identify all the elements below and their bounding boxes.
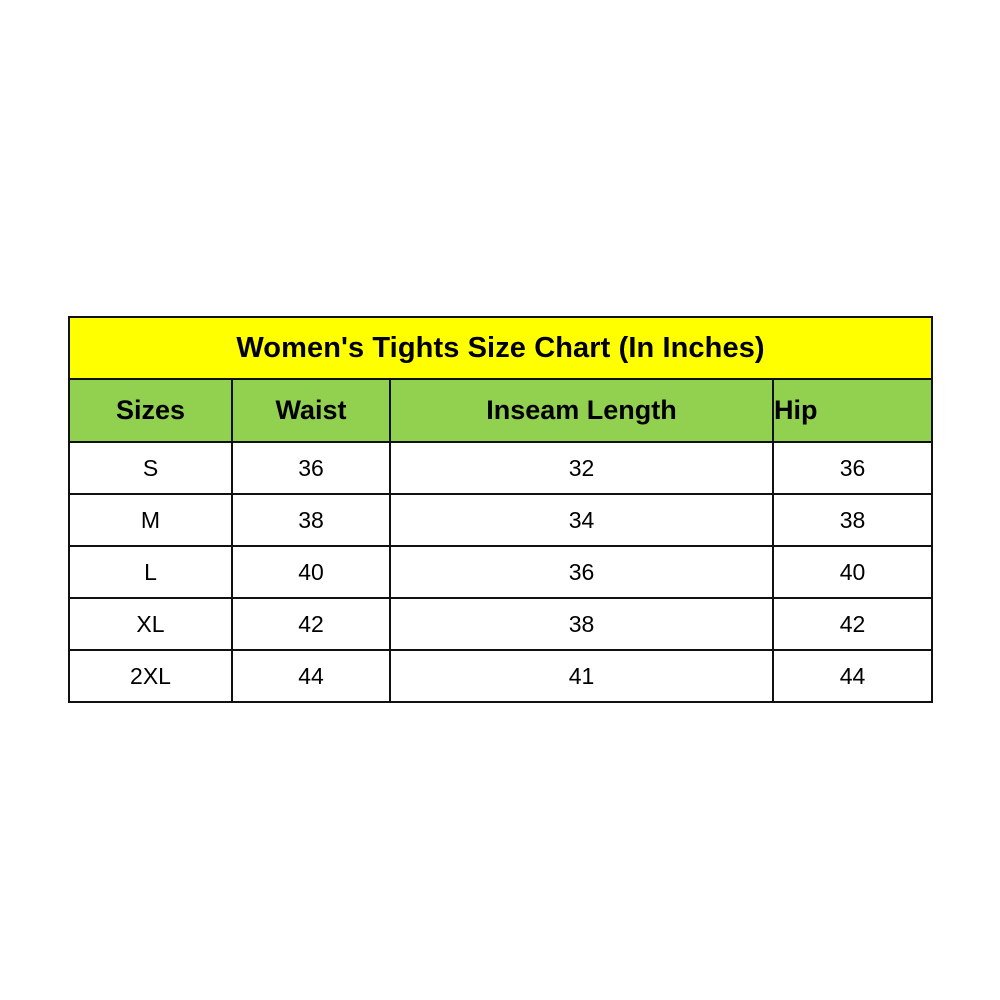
- cell-waist: 36: [231, 441, 391, 495]
- cell-inseam: 34: [389, 493, 774, 547]
- table-row: 2XL 44 41 44: [68, 649, 934, 703]
- cell-hip: 42: [771, 597, 934, 651]
- cell-inseam: 41: [389, 649, 774, 703]
- cell-waist: 42: [231, 597, 391, 651]
- table-row: M 38 34 38: [68, 493, 934, 547]
- cell-waist: 38: [231, 493, 391, 547]
- table-row: L 40 36 40: [68, 545, 934, 599]
- table-header-row: Sizes Waist Inseam Length Hip: [68, 378, 934, 443]
- cell-waist: 44: [231, 649, 391, 703]
- column-header-inseam-length: Inseam Length: [389, 378, 774, 443]
- cell-hip: 40: [771, 545, 934, 599]
- cell-inseam: 36: [389, 545, 774, 599]
- cell-inseam: 38: [389, 597, 774, 651]
- cell-waist: 40: [231, 545, 391, 599]
- column-header-waist: Waist: [231, 378, 391, 443]
- cell-size: S: [68, 441, 233, 495]
- cell-size: XL: [68, 597, 233, 651]
- cell-size: M: [68, 493, 233, 547]
- cell-hip: 44: [771, 649, 934, 703]
- cell-hip: 36: [771, 441, 934, 495]
- column-header-sizes: Sizes: [68, 378, 233, 443]
- chart-title-row: Women's Tights Size Chart (In Inches): [67, 316, 934, 380]
- size-chart-table: Women's Tights Size Chart (In Inches) Si…: [67, 316, 934, 703]
- cell-size: L: [68, 545, 233, 599]
- table-row: XL 42 38 42: [68, 597, 934, 651]
- column-header-hip: Hip: [771, 378, 934, 443]
- chart-title: Women's Tights Size Chart (In Inches): [67, 316, 934, 380]
- table-row: S 36 32 36: [68, 441, 934, 495]
- cell-hip: 38: [771, 493, 934, 547]
- cell-inseam: 32: [389, 441, 774, 495]
- cell-size: 2XL: [68, 649, 233, 703]
